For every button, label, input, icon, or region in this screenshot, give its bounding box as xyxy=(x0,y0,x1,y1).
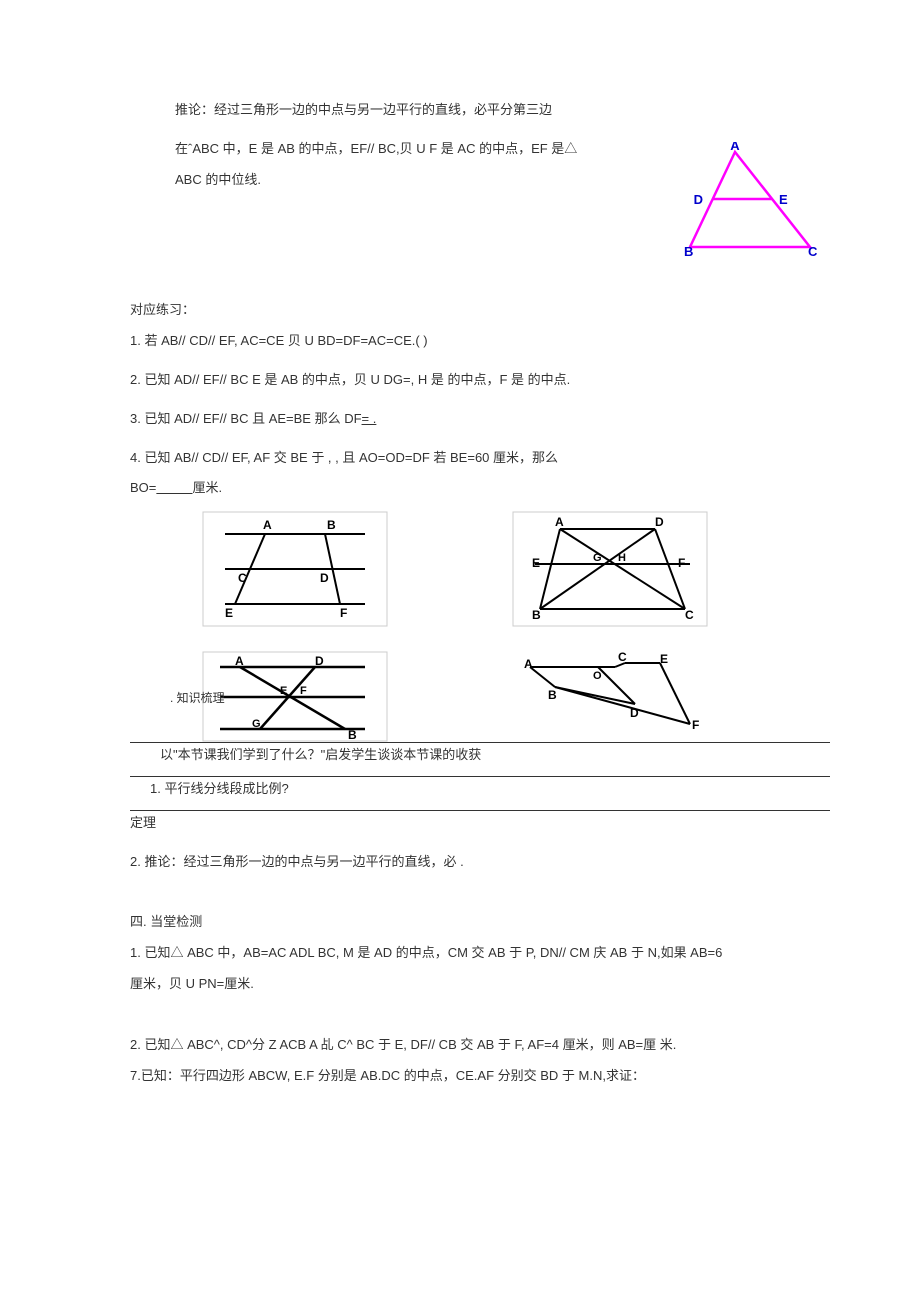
svg-text:E: E xyxy=(660,652,668,666)
figure-1: A B C D E F xyxy=(200,509,390,629)
svg-text:B: B xyxy=(348,728,357,742)
svg-text:A: A xyxy=(263,518,272,532)
svg-text:E: E xyxy=(225,606,233,620)
exercises-section: 对应练习： 1. 若 AB// CD// EF, AC=CE 贝 U BD=DF… xyxy=(130,300,830,499)
svg-text:C: C xyxy=(685,608,694,622)
svg-text:A: A xyxy=(235,654,244,668)
test-q2: 2. 已知△ ABC^, CD^分 Z ACB A 乩 C^ BC 于 E, D… xyxy=(130,1035,830,1056)
svg-text:G: G xyxy=(252,718,261,730)
svg-text:E: E xyxy=(280,685,287,697)
exercises-title: 对应练习： xyxy=(130,300,830,321)
summary-side-label: . 知识梳理 xyxy=(170,689,225,706)
svg-text:F: F xyxy=(692,718,699,732)
q4-suffix: 厘米. xyxy=(193,480,223,495)
svg-text:F: F xyxy=(678,556,685,570)
summary-item2: 2. 推论：经过三角形一边的中点与另一边平行的直线，必 . xyxy=(130,852,830,873)
svg-text:B: B xyxy=(532,608,541,622)
svg-text:E: E xyxy=(532,556,540,570)
test-q1-l1: 1. 已知△ ABC 中，AB=AC ADL BC, M 是 AD 的中点，CM… xyxy=(130,943,830,964)
test-section: 四. 当堂检测 1. 已知△ ABC 中，AB=AC ADL BC, M 是 A… xyxy=(130,912,830,1086)
label-a: A xyxy=(730,142,740,153)
theorem-label: 定理 xyxy=(130,813,830,834)
exercise-q4-l2: BO= 厘米. xyxy=(130,478,830,499)
corollary-text: 推论：经过三角形一边的中点与另一边平行的直线，必平分第三边 xyxy=(130,100,830,121)
svg-text:H: H xyxy=(618,552,626,564)
test-title: 四. 当堂检测 xyxy=(130,912,830,933)
exercise-q4-l1: 4. 已知 AB// CD// EF, AF 交 BE 于 , , 且 AO=O… xyxy=(130,448,830,469)
svg-text:D: D xyxy=(315,654,324,668)
label-c: C xyxy=(808,244,818,259)
svg-text:O: O xyxy=(593,670,602,682)
triangle-svg: A D E B C xyxy=(680,142,820,262)
figure-2: A D E G H F B C xyxy=(510,509,700,629)
svg-text:D: D xyxy=(655,515,664,529)
exercise-q1: 1. 若 AB// CD// EF, AC=CE 贝 U BD=DF=AC=CE… xyxy=(130,331,830,352)
exercise-q2: 2. 已知 AD// EF// BC E 是 AB 的中点，贝 U DG=, H… xyxy=(130,370,830,391)
svg-text:D: D xyxy=(630,706,639,720)
test-q7: 7.已知：平行四边形 ABCW, E.F 分别是 AB.DC 的中点，CE.AF… xyxy=(130,1066,830,1087)
svg-text:G: G xyxy=(593,552,602,564)
svg-text:D: D xyxy=(320,571,329,585)
svg-text:A: A xyxy=(555,515,564,529)
label-e: E xyxy=(779,192,788,207)
svg-text:B: B xyxy=(548,688,557,702)
triangle-figure: A D E B C xyxy=(680,142,820,262)
svg-text:F: F xyxy=(300,685,307,697)
figure-4: A O C E B D F xyxy=(510,649,700,734)
q4-prefix: BO= xyxy=(130,480,156,495)
hr-2 xyxy=(130,776,830,777)
exercise-q3: 3. 已知 AD// EF// BC 且 AE=BE 那么 DF= . xyxy=(130,409,830,430)
intro-section: 推论：经过三角形一边的中点与另一边平行的直线，必平分第三边 在ˆABC 中，E … xyxy=(130,100,830,190)
q3-prefix: 3. 已知 AD// EF// BC 且 AE=BE 那么 DF xyxy=(130,411,362,426)
summary-line1: 以"本节课我们学到了什么？"启发学生谈谈本节课的收获 xyxy=(130,745,830,766)
svg-text:C: C xyxy=(238,571,247,585)
svg-text:A: A xyxy=(524,657,533,671)
figure-row-2: . 知识梳理 A D E F G B A O C xyxy=(200,649,830,734)
figure-row-1: A B C D E F A D E G H F B C xyxy=(200,509,830,629)
summary-line2: 1. 平行线分线段成比例? xyxy=(130,779,830,800)
q4-blank xyxy=(156,480,192,495)
test-q1-l2: 厘米，贝 U PN=厘米. xyxy=(130,974,830,995)
q3-blank: = . xyxy=(362,411,377,426)
figure-3: . 知识梳理 A D E F G B xyxy=(200,649,390,734)
svg-text:C: C xyxy=(618,650,627,664)
svg-text:B: B xyxy=(327,518,336,532)
label-d: D xyxy=(694,192,703,207)
svg-text:F: F xyxy=(340,606,347,620)
hr-3 xyxy=(130,810,830,811)
label-b: B xyxy=(684,244,693,259)
